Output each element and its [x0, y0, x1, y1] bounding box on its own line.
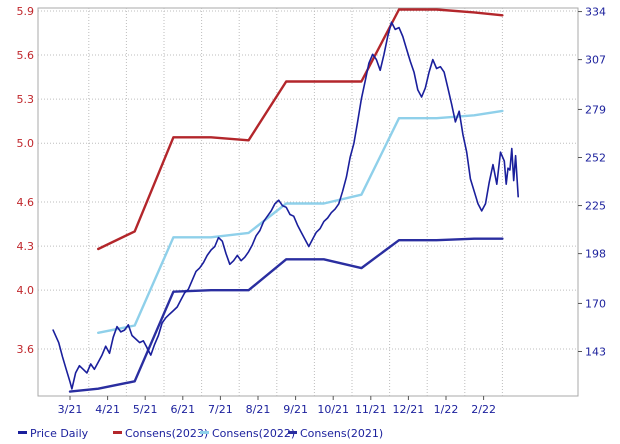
legend-label: Consens(2021)	[300, 427, 383, 440]
right-tick-label: 225	[585, 200, 606, 213]
right-axis: 143 170 198 225 252 279 307 334	[578, 6, 606, 359]
x-tick-label: 10/21	[317, 403, 349, 416]
legend-swatch	[18, 431, 27, 434]
legend-label: Consens(2022)	[212, 427, 295, 440]
right-tick-label: 143	[585, 346, 606, 359]
legend-swatch	[288, 431, 297, 434]
series-line-consens-2022-	[96, 109, 504, 334]
x-tick-label: 3/21	[58, 403, 83, 416]
x-tick-label: 4/21	[95, 403, 120, 416]
x-tick-label: 7/21	[208, 403, 233, 416]
left-tick-label: 5.0	[17, 137, 35, 150]
legend-label: Price Daily	[30, 427, 89, 440]
right-tick-label: 170	[585, 297, 606, 310]
x-tick-label: 5/21	[133, 403, 158, 416]
left-tick-label: 4.3	[17, 240, 35, 253]
x-tick-label: 9/21	[283, 403, 308, 416]
right-tick-label: 198	[585, 248, 606, 261]
left-tick-label: 5.3	[17, 93, 35, 106]
right-tick-label: 279	[585, 103, 606, 116]
x-tick-label: 1/22	[434, 403, 459, 416]
x-tick-label: 12/21	[393, 403, 425, 416]
legend-label: Consens(2023)	[125, 427, 208, 440]
left-tick-label: 5.9	[17, 5, 35, 18]
left-tick-label: 4.6	[17, 196, 35, 209]
series-line-consens-2023-	[96, 8, 504, 251]
legend-item: Price Daily	[18, 427, 89, 440]
x-tick-label: 11/21	[355, 403, 387, 416]
legend-item: Consens(2022)	[200, 427, 295, 440]
legend: Price Daily Consens(2023) Consens(2022) Con…	[18, 427, 383, 440]
x-tick-label: 6/21	[170, 403, 195, 416]
right-tick-label: 334	[585, 6, 606, 19]
series-line-price-daily	[52, 21, 520, 390]
legend-swatch	[200, 431, 209, 434]
legend-swatch	[113, 431, 122, 434]
left-tick-label: 5.6	[17, 49, 35, 62]
right-tick-label: 252	[585, 152, 606, 165]
left-axis: 3.6 4.0 4.3 4.6 5.0 5.3 5.6 5.9	[17, 5, 35, 356]
series-line-consens-2021-	[68, 237, 504, 393]
left-tick-label: 3.6	[17, 343, 35, 356]
left-tick-label: 4.0	[17, 284, 35, 297]
x-axis: 3/21 4/21 5/21 6/21 7/21 8/21 9/21 10/21 11/21 12…	[58, 396, 496, 416]
legend-item: Consens(2021)	[288, 427, 383, 440]
right-tick-label: 307	[585, 54, 606, 67]
series-layer	[52, 8, 520, 393]
x-tick-label: 8/21	[246, 403, 271, 416]
grid	[38, 8, 578, 396]
legend-item: Consens(2023)	[113, 427, 208, 440]
x-tick-label: 2/22	[471, 403, 496, 416]
